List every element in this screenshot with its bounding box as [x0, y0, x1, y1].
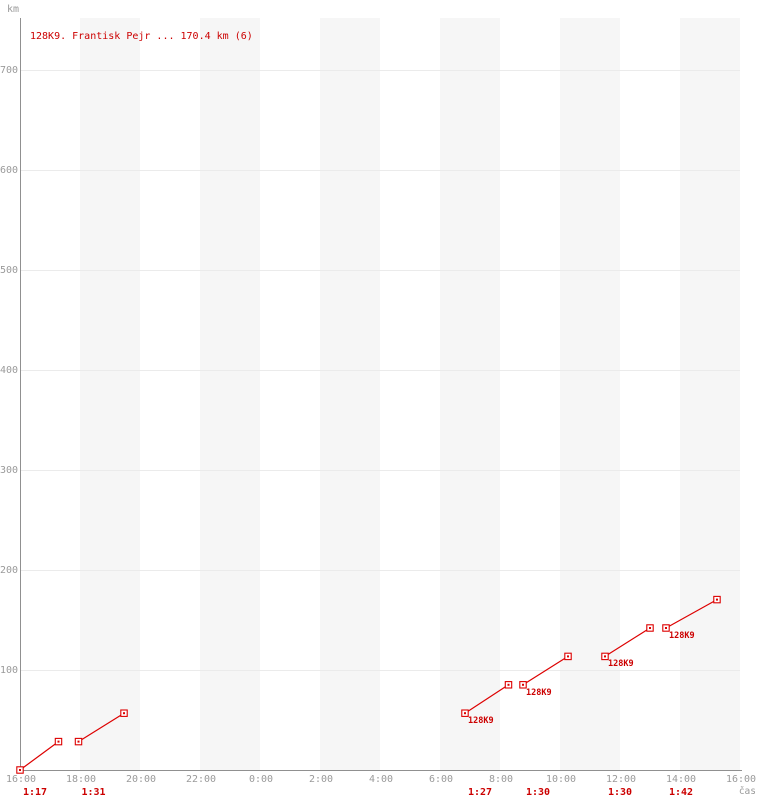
y-tick-label: 500 — [0, 265, 19, 276]
shaded-band — [680, 18, 740, 770]
trip-line — [19, 741, 59, 771]
trip-duration-label: 1:30 — [526, 787, 551, 798]
data-point-dot — [567, 655, 570, 658]
trip-duration-label: 1:30 — [608, 787, 633, 798]
x-tick-label: 12:00 — [605, 774, 637, 785]
trip-series-label: 128K9 — [668, 631, 695, 641]
data-point-dot — [507, 683, 510, 686]
data-point-dot — [57, 740, 60, 743]
trip-line — [78, 712, 125, 743]
data-point-dot — [522, 683, 525, 686]
shaded-band — [320, 18, 380, 770]
shaded-band — [560, 18, 620, 770]
trip-line — [522, 655, 569, 686]
x-tick-label: 22:00 — [185, 774, 217, 785]
x-axis-unit-label: čas — [738, 786, 756, 797]
trip-series-label: 128K9 — [608, 659, 634, 670]
data-point-dot — [19, 769, 21, 771]
shaded-band — [440, 18, 500, 770]
trip-line — [665, 599, 718, 629]
trip-duration-label: 1:31 — [81, 787, 106, 798]
x-tick-label: 18:00 — [65, 774, 97, 785]
x-tick-label: 0:00 — [248, 774, 274, 785]
trip-duration-label: 1:42 — [668, 787, 694, 798]
x-tick-label: 10:00 — [545, 774, 577, 785]
x-tick-label: 4:00 — [368, 774, 394, 785]
data-point-dot — [664, 627, 667, 629]
shaded-band — [200, 18, 260, 770]
chart-title: 128K9. Frantisk Pejr ... 170.4 km (6) — [30, 31, 253, 42]
y-tick-label: 300 — [0, 465, 19, 476]
x-tick-label: 8:00 — [488, 774, 514, 785]
x-tick-label: 6:00 — [428, 774, 454, 785]
y-axis-unit-label: km — [7, 4, 20, 15]
y-tick-label: 700 — [0, 65, 19, 76]
data-point-dot — [715, 598, 718, 601]
data-point-dot — [77, 740, 80, 743]
trip-series-label: 128K9 — [467, 716, 494, 727]
trip-duration-label: 1:27 — [467, 787, 493, 798]
data-point-dot — [604, 655, 606, 658]
trip-series-label: 128K9 — [526, 687, 552, 698]
trip-duration-label: 1:17 — [23, 787, 48, 798]
y-tick-label: 200 — [0, 565, 19, 576]
data-point-dot — [123, 712, 126, 715]
x-tick-label: 20:00 — [125, 774, 157, 785]
x-tick-label: 2:00 — [308, 774, 334, 785]
x-tick-label: 14:00 — [665, 774, 697, 785]
y-tick-label: 100 — [0, 665, 19, 676]
x-tick-label: 16:00 — [5, 774, 37, 785]
y-tick-label: 600 — [0, 165, 19, 176]
data-point-dot — [649, 627, 651, 629]
data-point-dot — [463, 712, 466, 715]
x-tick-label: 16:00 — [725, 774, 757, 785]
trip-line — [604, 627, 651, 657]
shaded-band — [80, 18, 140, 770]
trip-line — [464, 684, 509, 714]
y-tick-label: 400 — [0, 365, 19, 376]
